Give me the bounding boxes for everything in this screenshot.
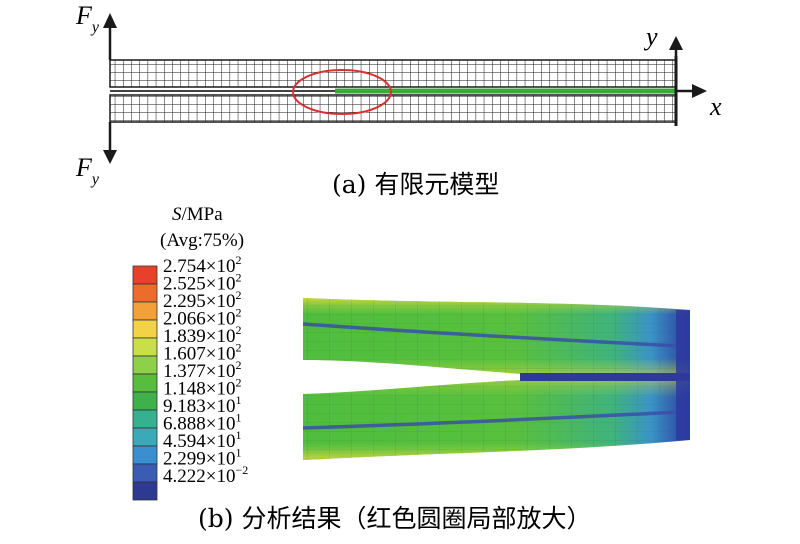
legend-title: S/MPa [172, 204, 223, 225]
legend-swatch [132, 373, 158, 393]
legend-swatch [132, 391, 158, 411]
legend-label: 2.295×102 [163, 288, 241, 312]
legend-label: 2.066×102 [163, 306, 241, 330]
legend-label: 9.183×101 [163, 393, 241, 417]
x-axis-label: x [709, 92, 722, 121]
legend-swatch [132, 445, 158, 465]
force-top-label: Fy [75, 1, 100, 36]
force-bottom-arrow-head [103, 150, 117, 164]
legend-label: 1.607×102 [163, 341, 241, 365]
stress-legend: S/MPa (Avg:75%) 2.754×1022.525×1022.295×… [132, 204, 248, 501]
cohesive-zone-band [520, 373, 690, 381]
y-axis-arrow-head [669, 36, 683, 50]
y-axis-label: y [643, 22, 658, 51]
legend-labels: 2.754×1022.525×1022.295×1022.066×1021.83… [163, 253, 248, 487]
legend-swatch [132, 319, 158, 339]
legend-swatch [132, 427, 158, 447]
legend-label: 2.525×102 [163, 271, 241, 295]
force-bottom-label: Fy [75, 153, 100, 188]
legend-swatch [132, 409, 158, 429]
legend-label: 6.888×101 [163, 411, 241, 435]
lower-beam-mesh [109, 94, 677, 123]
legend-swatch [132, 337, 158, 357]
legend-swatch [132, 355, 158, 375]
contour-plot [302, 298, 690, 460]
highlight-circle [292, 69, 392, 115]
legend-label: 4.594×101 [163, 428, 241, 452]
caption-a: (a) 有限元模型 [332, 170, 499, 199]
fe-model-diagram: Fy Fy y x (a) 有限元模型 [75, 1, 722, 199]
legend-swatch [132, 283, 158, 303]
legend-subtitle: (Avg:75%) [160, 230, 244, 251]
legend-swatch [132, 463, 158, 483]
legend-label: 2.754×102 [163, 253, 241, 277]
legend-label: 1.377×102 [163, 358, 241, 382]
fixed-end-band [676, 310, 690, 440]
legend-swatch [132, 265, 158, 285]
lower-neutral-line [302, 410, 681, 430]
legend-label: 1.839×102 [163, 323, 241, 347]
legend-label: 1.148×102 [163, 376, 241, 400]
legend-swatches [132, 265, 158, 501]
caption-b: (b) 分析结果（红色圆圈局部放大） [198, 504, 591, 533]
upper-neutral-line [302, 322, 681, 348]
x-axis-arrow-head [692, 84, 707, 98]
legend-swatch [132, 301, 158, 321]
legend-label: 2.299×101 [163, 446, 241, 470]
legend-swatch [132, 481, 158, 501]
force-top-arrow-head [103, 13, 117, 28]
upper-beam-mesh [109, 59, 677, 88]
legend-label: 4.222×10−2 [163, 463, 248, 487]
